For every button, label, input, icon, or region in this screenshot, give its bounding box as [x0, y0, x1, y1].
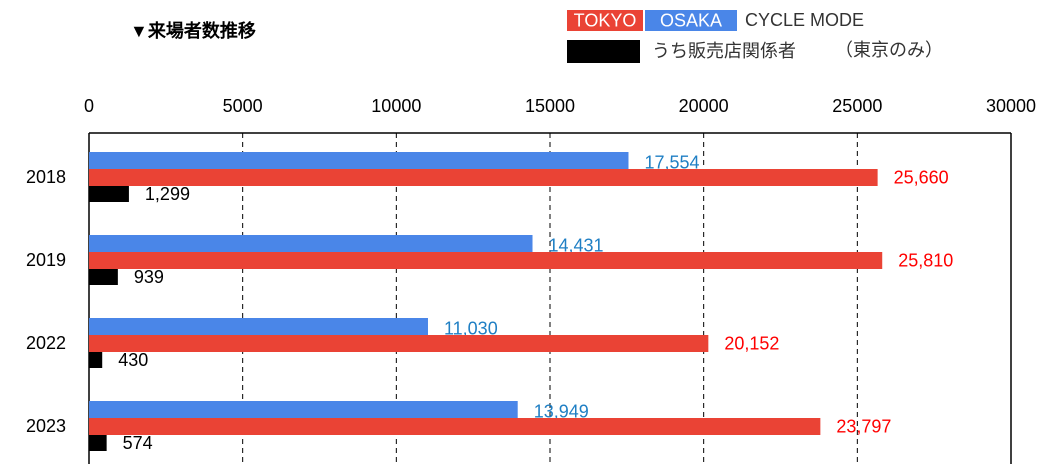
- bar: [89, 418, 821, 435]
- x-tick-label: 30000: [986, 96, 1036, 116]
- bar: [89, 252, 883, 269]
- bar: [89, 269, 118, 285]
- bar: [89, 401, 518, 418]
- bar: [89, 435, 107, 451]
- value-label: 14,431: [549, 235, 604, 255]
- value-label: 20,152: [724, 333, 779, 353]
- bar: [89, 235, 533, 252]
- chart-title: ▼来場者数推移: [130, 20, 256, 41]
- legend-swatch: [567, 40, 640, 63]
- legend-swatch: [567, 10, 643, 31]
- value-label: 1,299: [145, 184, 190, 204]
- legend-label: TOKYO: [574, 10, 637, 30]
- y-tick-label: 2022: [26, 333, 66, 353]
- value-label: 430: [118, 350, 148, 370]
- legend-label: うち販売店関係者: [652, 41, 796, 61]
- x-tick-label: 15000: [525, 96, 575, 116]
- x-tick-label: 25000: [832, 96, 882, 116]
- legend-note: （東京のみ）: [835, 40, 943, 60]
- bar: [89, 152, 629, 169]
- x-tick-label: 10000: [371, 96, 421, 116]
- legend-label: OSAKA: [660, 10, 722, 30]
- x-tick-label: 20000: [679, 96, 729, 116]
- x-tick-label: 5000: [223, 96, 263, 116]
- value-label: 13,949: [534, 401, 589, 421]
- bar: [89, 352, 103, 368]
- legend-text: CYCLE MODE: [745, 10, 864, 30]
- y-tick-label: 2023: [26, 416, 66, 436]
- value-label: 25,660: [894, 167, 949, 187]
- value-label: 11,030: [444, 318, 498, 338]
- value-label: 25,810: [898, 250, 953, 270]
- bar: [89, 186, 129, 202]
- y-tick-label: 2019: [26, 250, 66, 270]
- bar: [89, 335, 709, 352]
- legend-swatch: [645, 10, 737, 31]
- bar: [89, 318, 428, 335]
- value-label: 939: [134, 267, 164, 287]
- value-label: 574: [123, 433, 153, 453]
- x-tick-label: 0: [84, 96, 94, 116]
- y-tick-label: 2018: [26, 167, 66, 187]
- bar: [89, 169, 878, 186]
- value-label: 23,797: [836, 416, 891, 436]
- value-label: 17,554: [644, 152, 699, 172]
